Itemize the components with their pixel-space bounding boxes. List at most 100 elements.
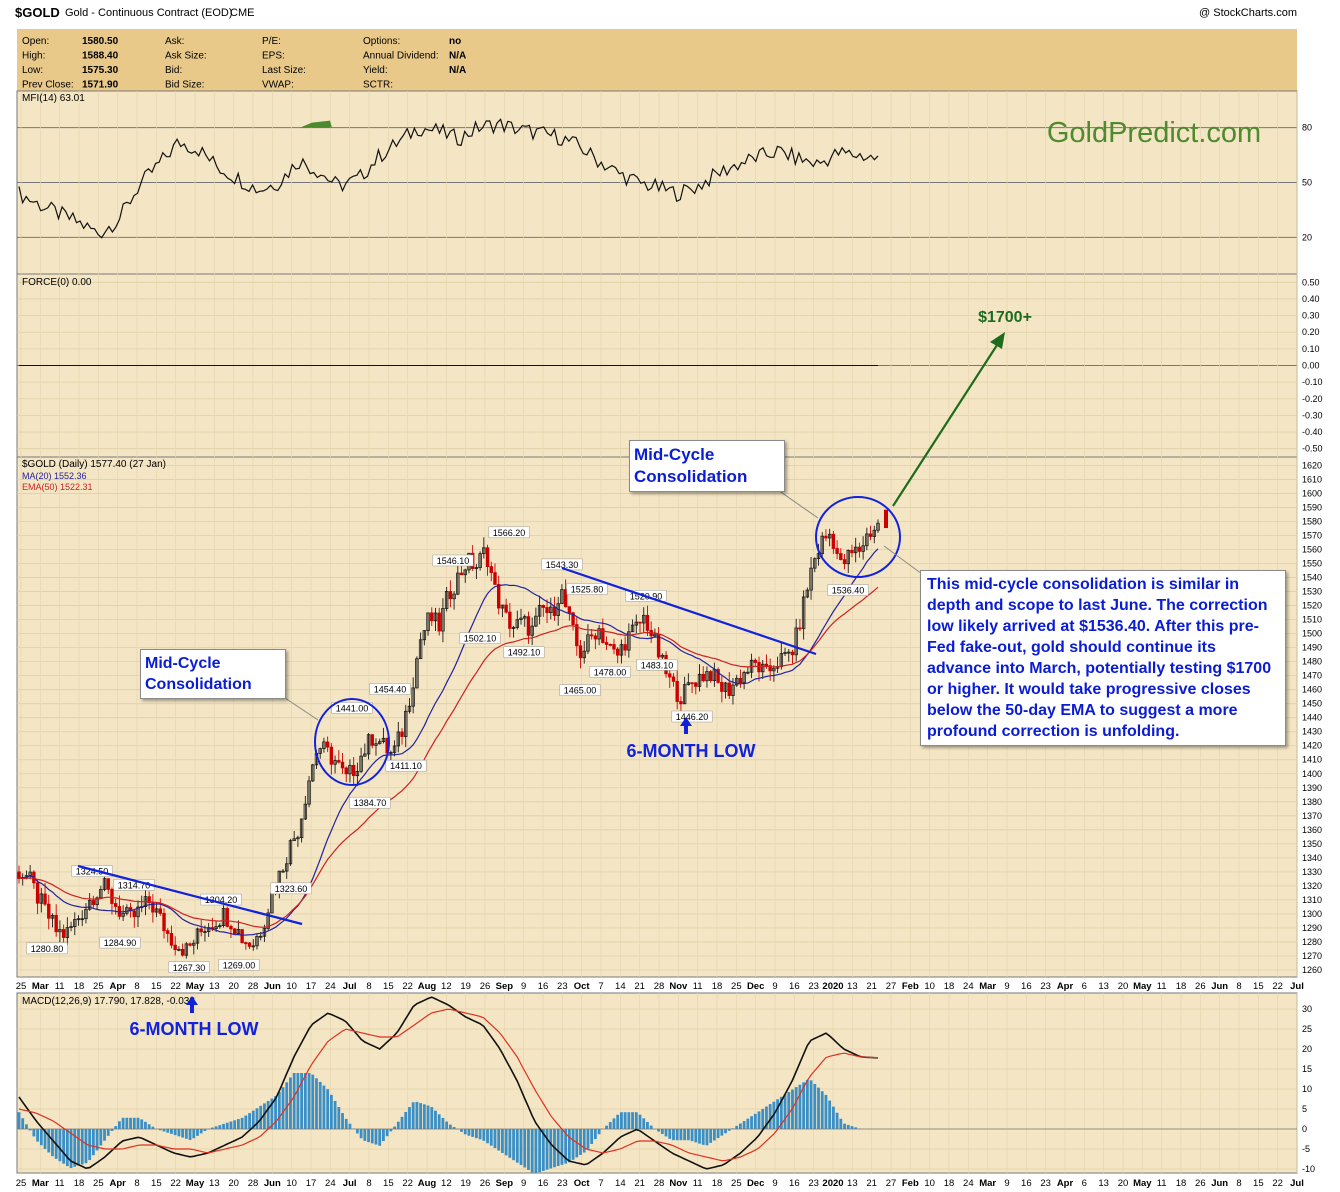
price-bar-body: [768, 665, 772, 672]
price-bar-body: [794, 627, 798, 656]
x-tick-label: 8: [1236, 981, 1241, 992]
macd-histogram-bar: [118, 1121, 121, 1129]
x-tick-label: 9: [772, 981, 777, 992]
y-tick-label: 1320: [1302, 881, 1322, 891]
mfi-legend: MFI(14) 63.01: [22, 93, 85, 104]
macd-legend: MACD(12,26,9) 17.790, 17.828, -0.038: [22, 996, 195, 1007]
price-bar-body: [708, 671, 713, 682]
x-tick-label: 18: [74, 981, 85, 992]
macd-histogram-bar: [396, 1121, 400, 1129]
price-bar-body: [106, 878, 110, 890]
x-tick-label: Mar: [979, 981, 996, 992]
macd-histogram-bar: [370, 1129, 374, 1144]
price-bar-body: [861, 545, 865, 552]
x-tick-label: 15: [1253, 1178, 1264, 1189]
macd-histogram-bar: [512, 1129, 515, 1161]
x-tick-label: 13: [847, 1178, 858, 1189]
y-tick-label: -5: [1302, 1144, 1310, 1154]
price-point-label-bg: [589, 666, 631, 678]
macd-histogram-bar: [776, 1099, 779, 1129]
price-bar-body: [80, 918, 84, 921]
macd-histogram-bar: [65, 1129, 69, 1167]
macd-histogram-bar: [482, 1129, 486, 1141]
price-bar-body: [738, 677, 743, 684]
macd-histogram-bar: [735, 1125, 739, 1129]
x-tick-label: Jun: [1211, 981, 1228, 992]
quote-label: Low:: [22, 65, 43, 76]
price-point-label: 1492.10: [508, 648, 541, 658]
price-bar-body: [39, 893, 44, 904]
macd-histogram-bar: [251, 1110, 255, 1129]
price-bar-body: [552, 606, 557, 616]
macd-histogram: [17, 1073, 1297, 1174]
price-bar-body: [653, 633, 657, 637]
y-tick-label: 1600: [1302, 488, 1322, 498]
x-tick-label: Mar: [32, 1178, 49, 1189]
price-bar-body: [485, 547, 490, 568]
macd-histogram-bar: [794, 1087, 798, 1129]
macd-histogram-bar: [467, 1129, 471, 1136]
price-bar-body: [203, 931, 207, 934]
macd-histogram-bar: [110, 1129, 114, 1131]
price-bar-body: [84, 908, 88, 920]
ema50-legend: EMA(50) 1522.31: [22, 482, 93, 492]
y-tick-label: -0.40: [1302, 427, 1323, 437]
price-bar-body: [831, 533, 836, 549]
macd-histogram-bar: [798, 1084, 802, 1129]
macd-histogram-bar: [623, 1112, 627, 1129]
macd-histogram-bar: [385, 1129, 389, 1137]
price-point-label: 1502.10: [464, 634, 497, 644]
y-tick-label: -0.50: [1302, 444, 1323, 454]
price-point-label: 1543.30: [546, 560, 579, 570]
price-bar-body: [54, 914, 58, 933]
x-tick-label: 22: [170, 1178, 181, 1189]
macd-histogram-bar: [668, 1129, 672, 1139]
y-tick-label: 1510: [1302, 615, 1322, 625]
price-bar-body: [671, 676, 676, 682]
x-tick-label: 19: [460, 1178, 471, 1189]
x-tick-label: 7: [598, 981, 603, 992]
macd-histogram-bar: [367, 1129, 370, 1143]
macd-histogram-bar: [144, 1121, 147, 1129]
price-point-label-bg: [503, 646, 545, 658]
price-bar-body: [415, 658, 419, 689]
macd-histogram-bar: [132, 1117, 136, 1129]
watermark: GoldPredict.com: [1047, 117, 1261, 149]
macd-histogram-bar: [363, 1129, 367, 1141]
y-tick-label: 0: [1302, 1124, 1307, 1134]
price-bar-body: [642, 614, 646, 624]
macd-histogram-bar: [805, 1079, 809, 1129]
signal-line: [18, 1008, 879, 1162]
x-tick-label: 9: [521, 1178, 526, 1189]
y-tick-label: 1310: [1302, 895, 1322, 905]
mfi-overbought-fill: [300, 120, 332, 128]
macd-histogram-bar: [426, 1105, 430, 1129]
price-point-label-bg: [385, 759, 427, 772]
y-tick-label: 80: [1302, 123, 1312, 133]
y-tick-label: 1400: [1302, 769, 1322, 779]
macd-histogram-bar: [296, 1073, 300, 1129]
macd-histogram-bar: [765, 1106, 768, 1129]
exchange: CME: [230, 7, 254, 19]
y-tick-label: 1440: [1302, 713, 1322, 723]
price-bar-body: [61, 929, 66, 938]
price-point-label-bg: [671, 710, 713, 723]
x-tick-label: 23: [1040, 981, 1051, 992]
macd-histogram-bar: [579, 1129, 582, 1155]
macd-histogram-bar: [660, 1129, 664, 1134]
macd-histogram-bar: [248, 1113, 251, 1129]
price-bar-body: [378, 741, 382, 745]
macd-histogram-bar: [690, 1129, 694, 1142]
low-arrow-may: [186, 996, 198, 1013]
price-bar-body: [348, 764, 352, 775]
macd-histogram-bar: [504, 1129, 508, 1156]
x-tick-label: 24: [963, 1178, 974, 1189]
ma20-name: MA(20): [22, 471, 52, 481]
price-bar-body: [500, 604, 505, 609]
price-bar-body: [244, 942, 248, 945]
price-bar-body: [497, 584, 501, 609]
y-tick-label: 50: [1302, 178, 1312, 188]
price-point-label: 1441.00: [336, 703, 369, 713]
macd-histogram-bar: [783, 1094, 787, 1129]
macd-histogram-bar: [77, 1129, 80, 1166]
